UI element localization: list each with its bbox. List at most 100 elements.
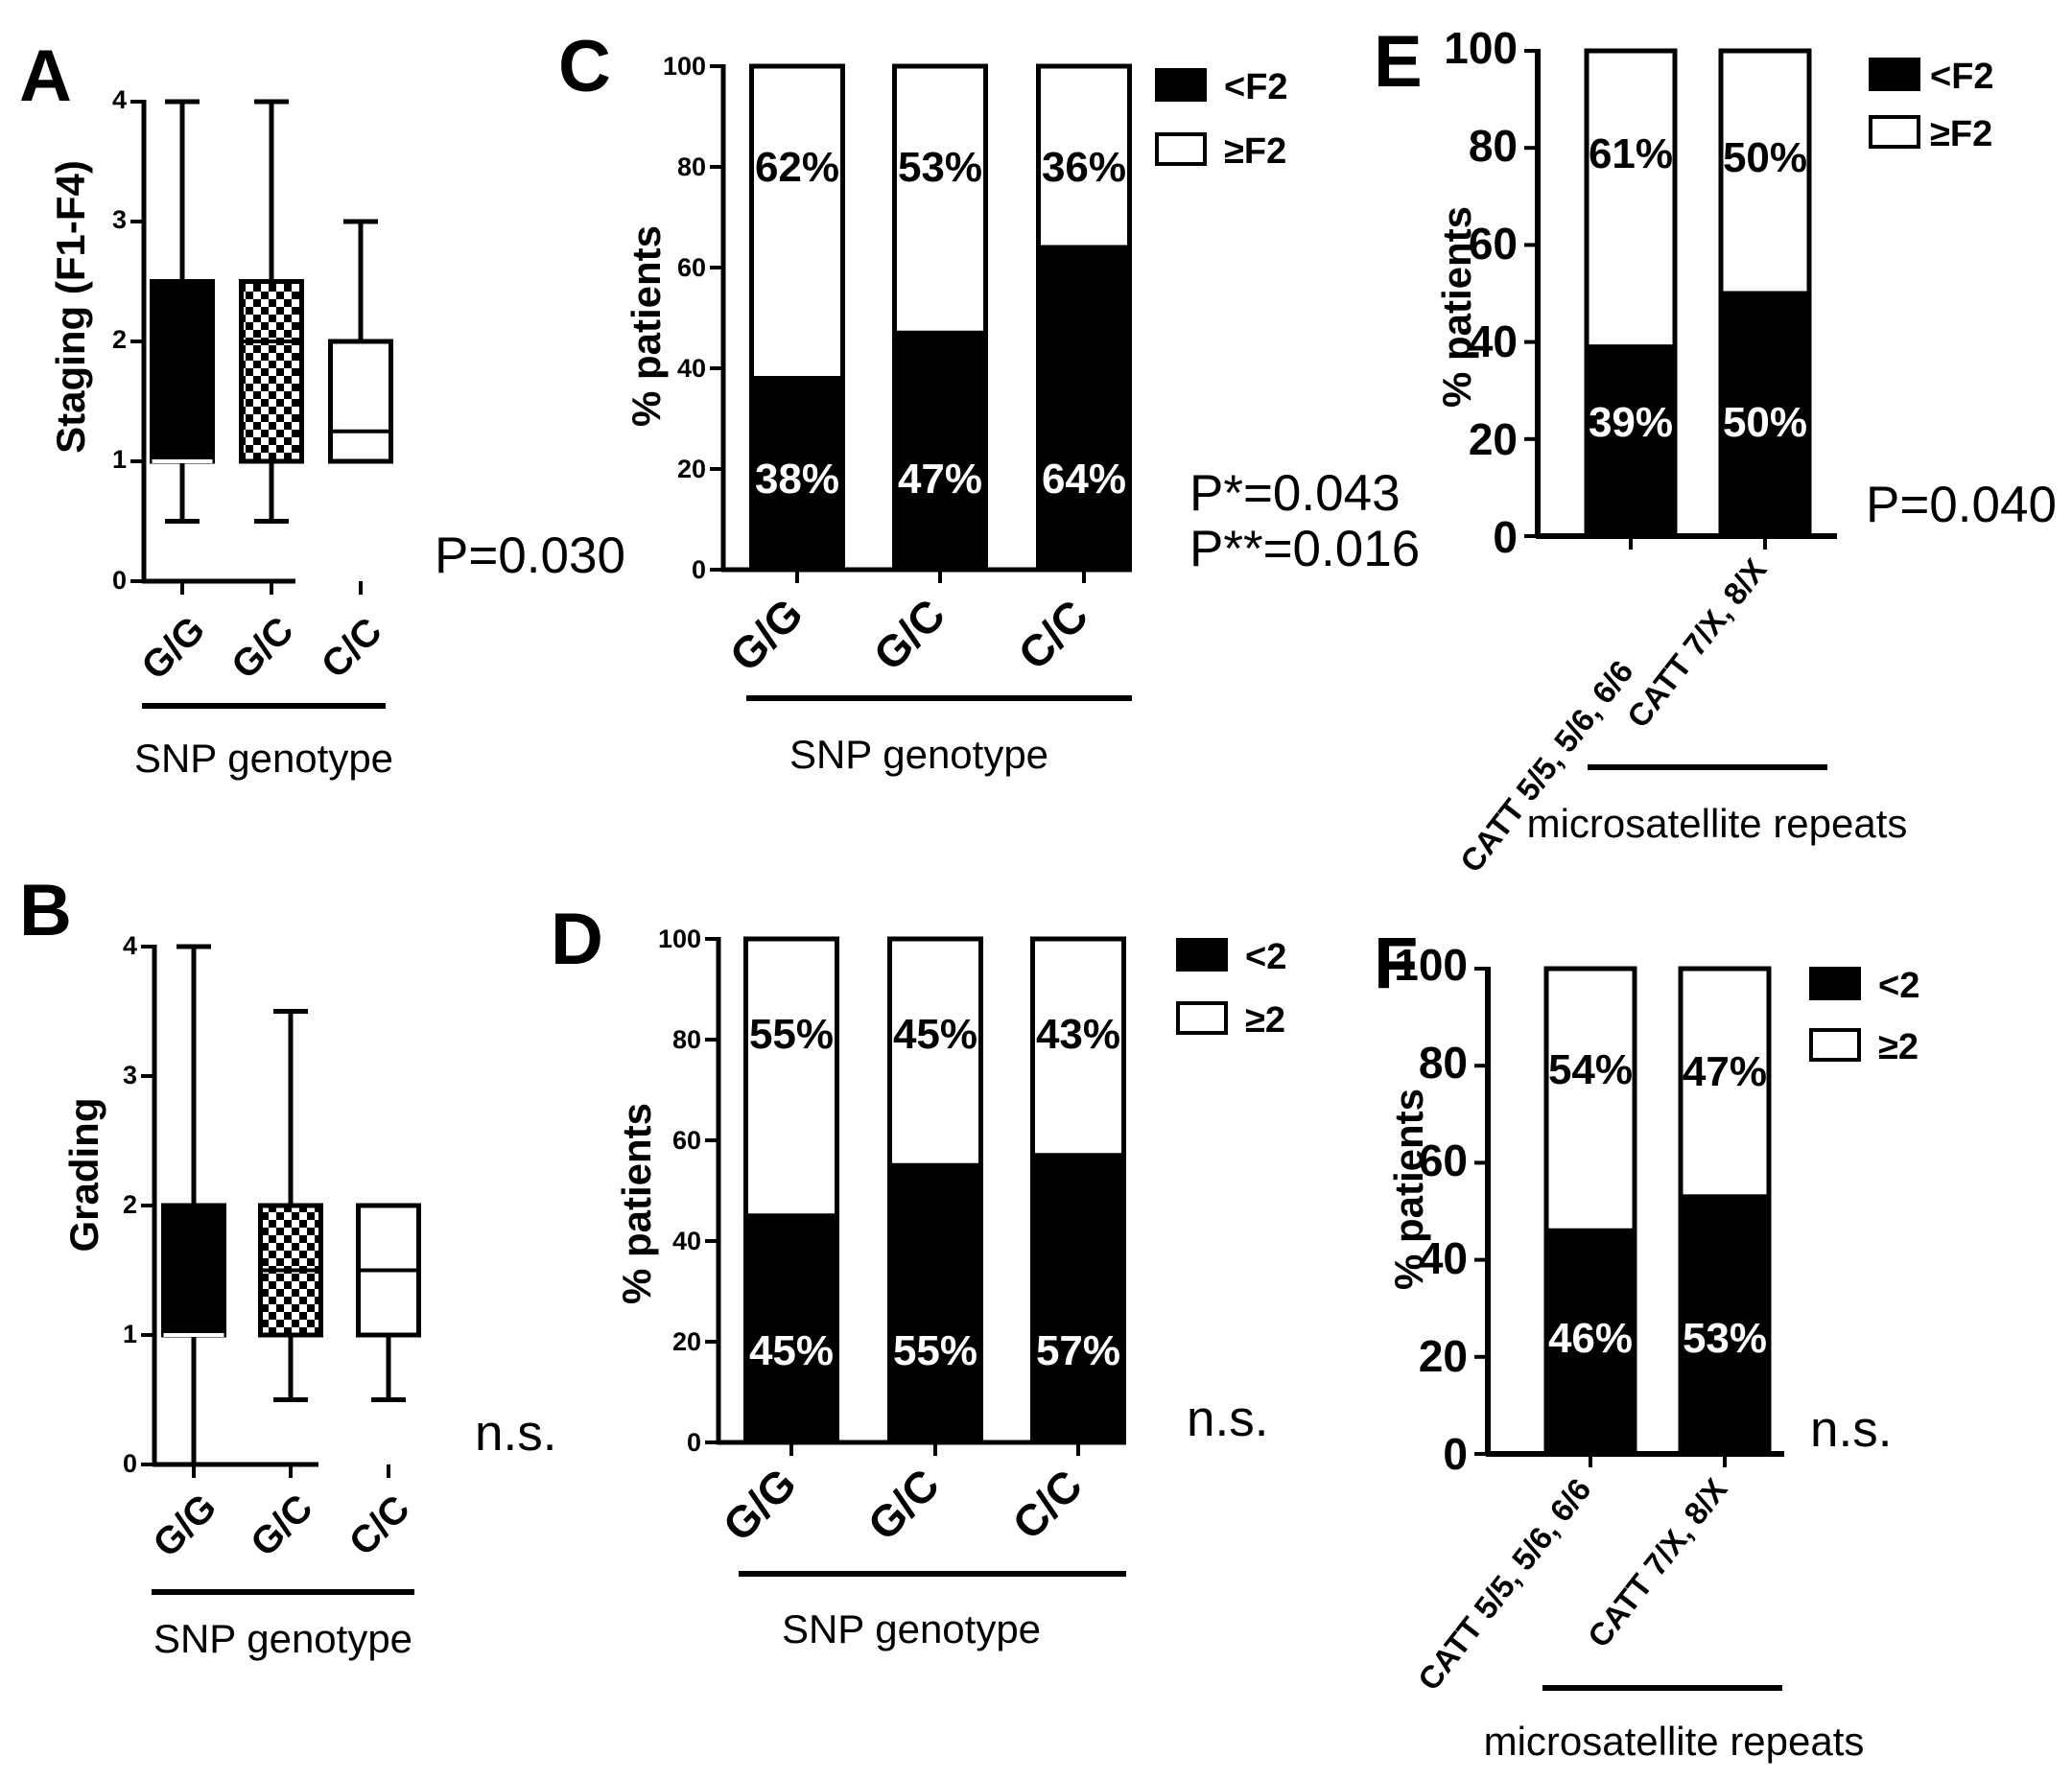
y-tick-label: 100 — [1444, 23, 1518, 73]
panel-a: A Staging (F1-F4) 0 1 2 3 4 G/G G/C C/C … — [19, 35, 625, 781]
y-axis-label: % patients — [624, 225, 669, 427]
panel-d: D % patients 0 20 40 60 80 100 45% 55% 5… — [551, 899, 1286, 1651]
bar-value-label: 47% — [1683, 1048, 1767, 1095]
box — [239, 279, 304, 464]
category-label: C/C — [314, 610, 390, 687]
category-label: C/C — [341, 1487, 418, 1564]
stacked-bar-marks — [710, 63, 1132, 583]
y-tick-label: 100 — [658, 925, 701, 953]
x-axis-label: SNP genotype — [153, 1616, 412, 1661]
legend-label: ≥F2 — [1930, 114, 1992, 154]
category-label: G/C — [224, 609, 301, 687]
y-tick-label: 40 — [1469, 316, 1518, 366]
stat-text: P*=0.043 — [1189, 465, 1401, 522]
y-tick-label: 0 — [123, 1449, 137, 1478]
bar-segment — [743, 936, 839, 1219]
bar-segment — [1718, 48, 1812, 296]
y-tick-label: 0 — [1493, 512, 1518, 562]
y-tick-labels: 0 1 2 3 4 — [123, 931, 137, 1478]
panel-c: C % patients 0 20 40 60 80 100 38% 47% 6… — [558, 26, 1420, 777]
bar-value-label: 36% — [1042, 144, 1126, 191]
bar-value-label: 64% — [1042, 456, 1126, 503]
y-tick-label: 4 — [112, 85, 127, 114]
y-tick-label: 20 — [1469, 414, 1518, 464]
y-tick-label: 80 — [672, 1025, 701, 1054]
panel-label: B — [19, 870, 72, 951]
boxplot-marks — [130, 99, 393, 595]
stat-text: P=0.040 — [1866, 477, 2057, 533]
y-tick-label: 20 — [677, 455, 706, 483]
bar-value-label: 53% — [1683, 1315, 1767, 1362]
category-label: CATT 5/5, 5/6, 6/6 — [1411, 1472, 1598, 1698]
category-label: G/G — [145, 1486, 224, 1565]
bar-value-label: 62% — [755, 144, 839, 191]
legend-label: <F2 — [1224, 67, 1288, 107]
legend-swatch — [1809, 1028, 1861, 1062]
y-tick-label: 3 — [112, 205, 127, 234]
y-tick-labels: 0 20 40 60 80 100 — [1444, 23, 1518, 562]
bar-segment — [1543, 966, 1637, 1233]
box — [161, 1203, 226, 1338]
bar-value-label: 45% — [893, 1011, 977, 1058]
y-tick-label: 2 — [112, 325, 127, 354]
x-axis-label: SNP genotype — [134, 736, 393, 781]
bar-segment — [1584, 48, 1678, 350]
y-tick-label: 60 — [1469, 219, 1518, 269]
box — [150, 279, 215, 464]
legend-swatch — [1155, 132, 1207, 166]
bar-value-label: 57% — [1036, 1327, 1120, 1374]
stacked-bar-marks — [1474, 966, 1784, 1467]
y-axis-label: % patients — [1434, 206, 1479, 408]
bar-value-label: 55% — [893, 1327, 977, 1374]
legend-label: <2 — [1878, 966, 1919, 1006]
bar-value-label: 53% — [898, 144, 982, 191]
y-tick-label: 20 — [1419, 1331, 1468, 1381]
category-label: G/C — [858, 1459, 949, 1550]
y-tick-labels: 0 20 40 60 80 100 — [1394, 940, 1468, 1479]
bar-segment — [749, 376, 845, 573]
panel-label: A — [19, 35, 72, 117]
y-tick-labels: 0 1 2 3 4 — [112, 85, 127, 595]
bar-value-label: 61% — [1589, 130, 1673, 177]
category-label: C/C — [1002, 1460, 1092, 1549]
stat-text: P**=0.016 — [1189, 521, 1420, 577]
category-label: C/C — [1008, 590, 1097, 679]
stat-text: P=0.030 — [435, 527, 625, 584]
y-tick-label: 60 — [677, 253, 706, 282]
panel-label: F — [1374, 923, 1418, 1004]
legend-swatch — [1869, 115, 1920, 149]
x-axis-label: microsatellite repeats — [1527, 801, 1908, 846]
bar-value-label: 43% — [1036, 1011, 1120, 1058]
y-tick-label: 20 — [672, 1327, 701, 1356]
y-tick-label: 80 — [1419, 1038, 1468, 1088]
stat-text: n.s. — [1187, 1391, 1268, 1447]
category-label: CATT 7/X, 8/X — [1581, 1472, 1734, 1654]
y-tick-labels: 0 20 40 60 80 100 — [658, 925, 701, 1457]
bar-segment — [1030, 936, 1126, 1159]
legend-swatch — [1869, 58, 1920, 91]
y-axis-label: % patients — [1386, 1089, 1431, 1290]
category-label: G/C — [243, 1487, 320, 1564]
category-label: G/G — [133, 608, 213, 688]
y-tick-label: 0 — [692, 555, 706, 584]
y-tick-label: 100 — [663, 52, 706, 81]
legend-swatch — [1809, 967, 1861, 1000]
panel-label: C — [558, 26, 611, 107]
x-axis-label: SNP genotype — [789, 732, 1048, 777]
y-tick-label: 1 — [112, 445, 127, 474]
legend-label: ≥2 — [1245, 1000, 1285, 1041]
x-axis-label: SNP genotype — [782, 1606, 1041, 1651]
box — [328, 339, 393, 464]
panel-b: B Grading 0 1 2 3 4 G/G G/C C/C SNP geno… — [19, 870, 556, 1661]
legend-label: ≥F2 — [1224, 131, 1286, 172]
panel-e: E % patients 0 20 40 60 80 100 39% 50% 6… — [1374, 21, 2057, 878]
bar-segment — [749, 63, 845, 381]
y-tick-label: 2 — [123, 1190, 137, 1219]
bar-value-label: 39% — [1589, 399, 1673, 446]
category-label: G/G — [719, 588, 812, 680]
y-tick-label: 40 — [677, 354, 706, 383]
y-axis-label: Staging (F1-F4) — [48, 160, 93, 454]
y-tick-label: 0 — [112, 566, 127, 595]
bar-value-label: 38% — [755, 456, 839, 503]
